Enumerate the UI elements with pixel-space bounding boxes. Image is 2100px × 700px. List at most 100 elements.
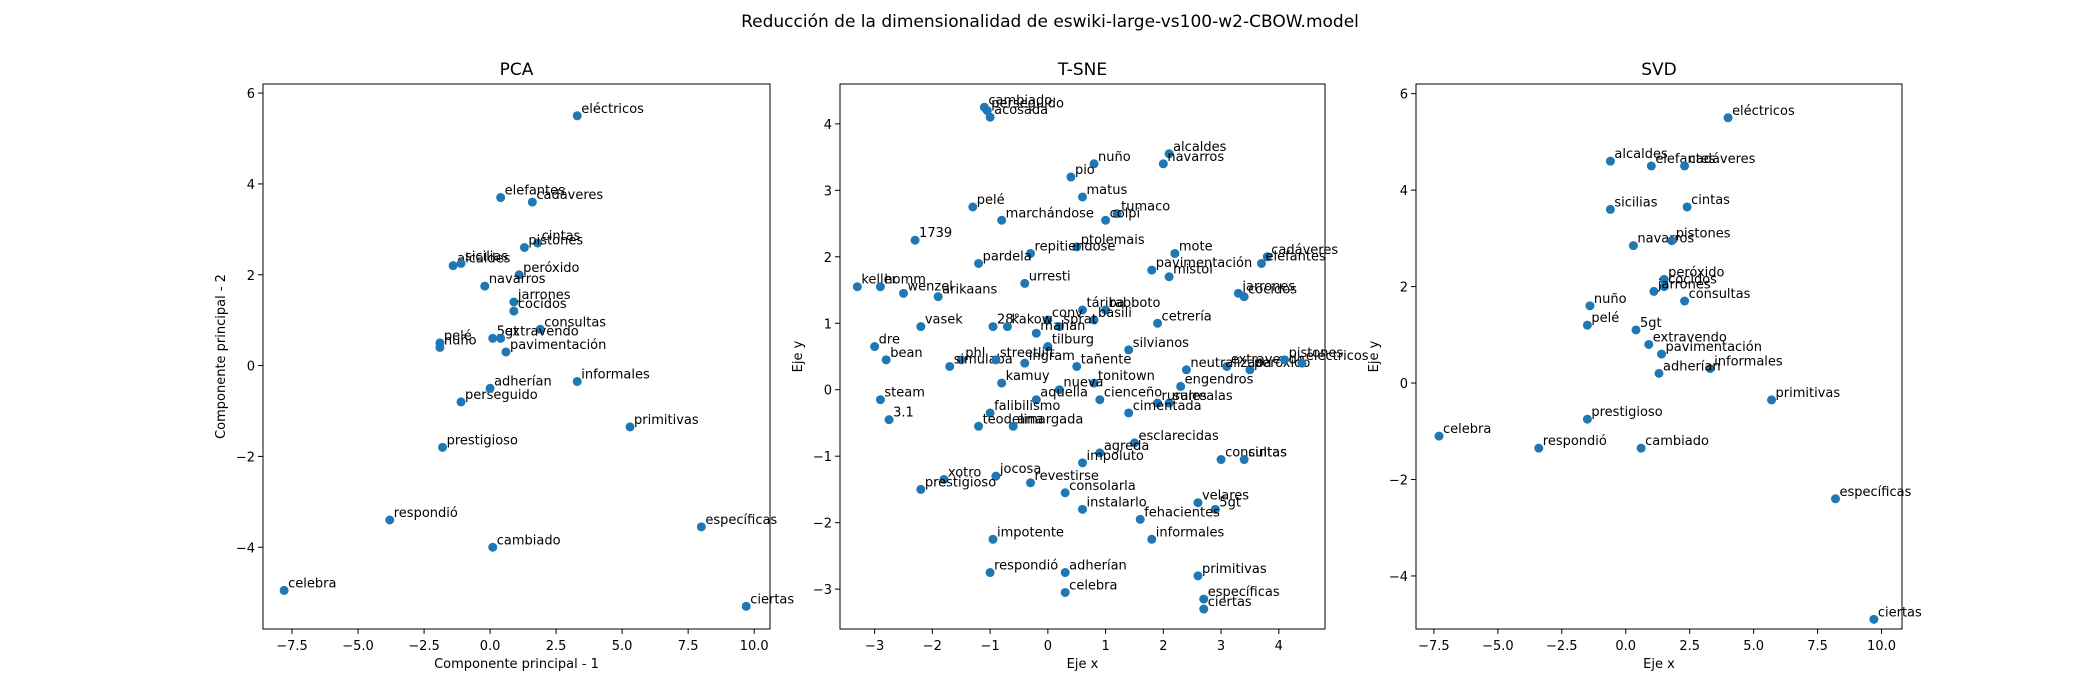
- data-point: [1008, 421, 1018, 431]
- data-point: [1659, 282, 1669, 292]
- point-label: cocidos: [1248, 283, 1297, 298]
- point-label: velares: [1202, 489, 1249, 504]
- point-label: prestigioso: [1591, 405, 1662, 420]
- data-point: [1060, 587, 1070, 597]
- y-tick-label: 2: [824, 251, 832, 266]
- point-label: consolarla: [1069, 479, 1136, 494]
- data-point: [991, 355, 1001, 365]
- data-point: [1680, 161, 1690, 171]
- point-label: perseguido: [465, 388, 538, 403]
- point-label: colpi: [1110, 206, 1141, 221]
- data-point: [916, 484, 926, 494]
- data-point: [1585, 301, 1595, 311]
- data-point: [485, 383, 495, 393]
- point-label: cintas: [1248, 446, 1287, 461]
- point-label: ingram: [1029, 349, 1075, 364]
- point-label: pelé: [977, 193, 1005, 208]
- x-tick-label: −5.0: [1482, 639, 1514, 654]
- data-point: [1262, 252, 1272, 262]
- x-tick-label: 7.5: [1807, 639, 1828, 654]
- data-point: [625, 422, 635, 432]
- data-point: [509, 297, 519, 307]
- data-point: [1705, 364, 1715, 374]
- data-point: [514, 270, 524, 280]
- data-point: [974, 421, 984, 431]
- point-label: wenzel: [908, 279, 953, 294]
- point-label: cadáveres: [1689, 152, 1756, 167]
- data-point: [1095, 395, 1105, 405]
- data-point: [1072, 242, 1082, 252]
- data-point: [1222, 361, 1232, 371]
- x-tick-label: 0: [1044, 639, 1052, 654]
- point-label: eléctricos: [581, 102, 644, 117]
- data-point: [1135, 514, 1145, 524]
- point-label: adherían: [1663, 359, 1721, 374]
- data-point: [1434, 431, 1444, 441]
- point-label: pelé: [1591, 311, 1619, 326]
- data-point: [1657, 349, 1667, 359]
- data-point: [956, 355, 966, 365]
- data-point: [1605, 156, 1615, 166]
- data-point: [1153, 398, 1163, 408]
- point-label: tonitown: [1098, 369, 1155, 384]
- data-point: [1164, 272, 1174, 282]
- x-tick-label: 5.0: [612, 639, 633, 654]
- y-tick-label: 4: [824, 118, 832, 133]
- y-tick-label: 6: [247, 87, 255, 102]
- data-point: [1239, 292, 1249, 302]
- data-point: [1280, 355, 1290, 365]
- point-label: táriba: [1087, 296, 1125, 311]
- data-point: [1644, 339, 1654, 349]
- point-label: neutralizaba: [1190, 356, 1271, 371]
- data-point: [1164, 149, 1174, 159]
- x-tick-label: 2.5: [1679, 639, 1700, 654]
- point-label: específicas: [705, 513, 777, 528]
- point-label: amargada: [1017, 412, 1083, 427]
- y-tick-label: −2: [236, 450, 255, 465]
- point-label: primitivas: [1202, 562, 1267, 577]
- data-point: [1680, 296, 1690, 306]
- x-tick-label: −1: [981, 639, 1000, 654]
- point-label: esclarecidas: [1138, 429, 1219, 444]
- data-point: [1078, 305, 1087, 315]
- point-label: adherían: [1069, 559, 1127, 574]
- data-point: [1078, 504, 1087, 514]
- point-label: pavimentación: [1666, 340, 1762, 355]
- point-label: eléctricos: [1732, 104, 1795, 119]
- x-tick-label: −2.5: [408, 639, 440, 654]
- point-label: peróxido: [1668, 265, 1724, 280]
- point-label: eléctricos: [1306, 349, 1369, 364]
- data-point: [1723, 113, 1733, 123]
- point-label: aquella: [1040, 386, 1088, 401]
- x-tick-label: −5.0: [342, 639, 374, 654]
- point-label: primitivas: [1776, 386, 1841, 401]
- data-point: [1181, 365, 1191, 375]
- data-point: [1026, 248, 1036, 258]
- point-label: elefantes: [1265, 249, 1325, 264]
- data-point: [1043, 315, 1053, 325]
- subplot-title: SVD: [1641, 60, 1677, 80]
- data-point: [1101, 215, 1111, 225]
- y-tick-label: 1: [824, 317, 832, 332]
- data-point: [1095, 448, 1105, 458]
- point-label: acosada: [994, 103, 1048, 118]
- figure-title: Reducción de la dimensionalidad de eswik…: [741, 12, 1359, 32]
- point-label: tilburg: [1052, 333, 1094, 348]
- data-point: [1245, 365, 1255, 375]
- point-label: matus: [1087, 183, 1128, 198]
- point-label: cocidos: [1668, 273, 1717, 288]
- point-label: elefantes: [505, 184, 565, 199]
- y-tick-label: 4: [247, 178, 255, 193]
- data-point: [945, 361, 955, 371]
- data-point: [875, 395, 885, 405]
- data-point: [456, 397, 466, 407]
- data-point: [1124, 345, 1134, 355]
- x-tick-label: −2.5: [1546, 639, 1578, 654]
- point-label: cintas: [542, 229, 581, 244]
- point-label: específicas: [1208, 585, 1280, 600]
- data-point: [1636, 443, 1646, 453]
- data-point: [1193, 498, 1203, 508]
